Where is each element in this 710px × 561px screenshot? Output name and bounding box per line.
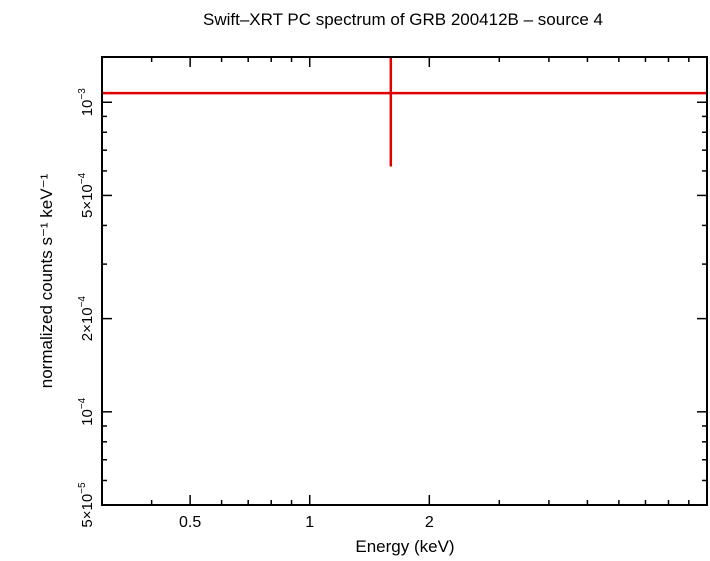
y-tick-label: 10−4 xyxy=(77,397,96,426)
x-axis-label: Energy (keV) xyxy=(355,537,454,556)
data-layer xyxy=(102,57,707,167)
y-tick-label: 10−3 xyxy=(77,88,96,117)
x-tick-label: 1 xyxy=(305,514,314,531)
chart-title: Swift–XRT PC spectrum of GRB 200412B – s… xyxy=(203,10,603,29)
plot-frame xyxy=(101,56,708,506)
x-tick-label: 2 xyxy=(425,514,434,531)
ticks-layer: 0.5 1 2 5×10−5 10−4 2×10−4 5×10−4 10−3 xyxy=(77,57,708,531)
y-tick-label: 5×10−5 xyxy=(77,482,96,528)
y-tick-label: 2×10−4 xyxy=(77,296,96,342)
y-axis-label: normalized counts s⁻¹ keV⁻¹ xyxy=(37,173,56,388)
y-tick-label: 5×10−4 xyxy=(77,172,96,218)
x-tick-label: 0.5 xyxy=(179,514,201,531)
